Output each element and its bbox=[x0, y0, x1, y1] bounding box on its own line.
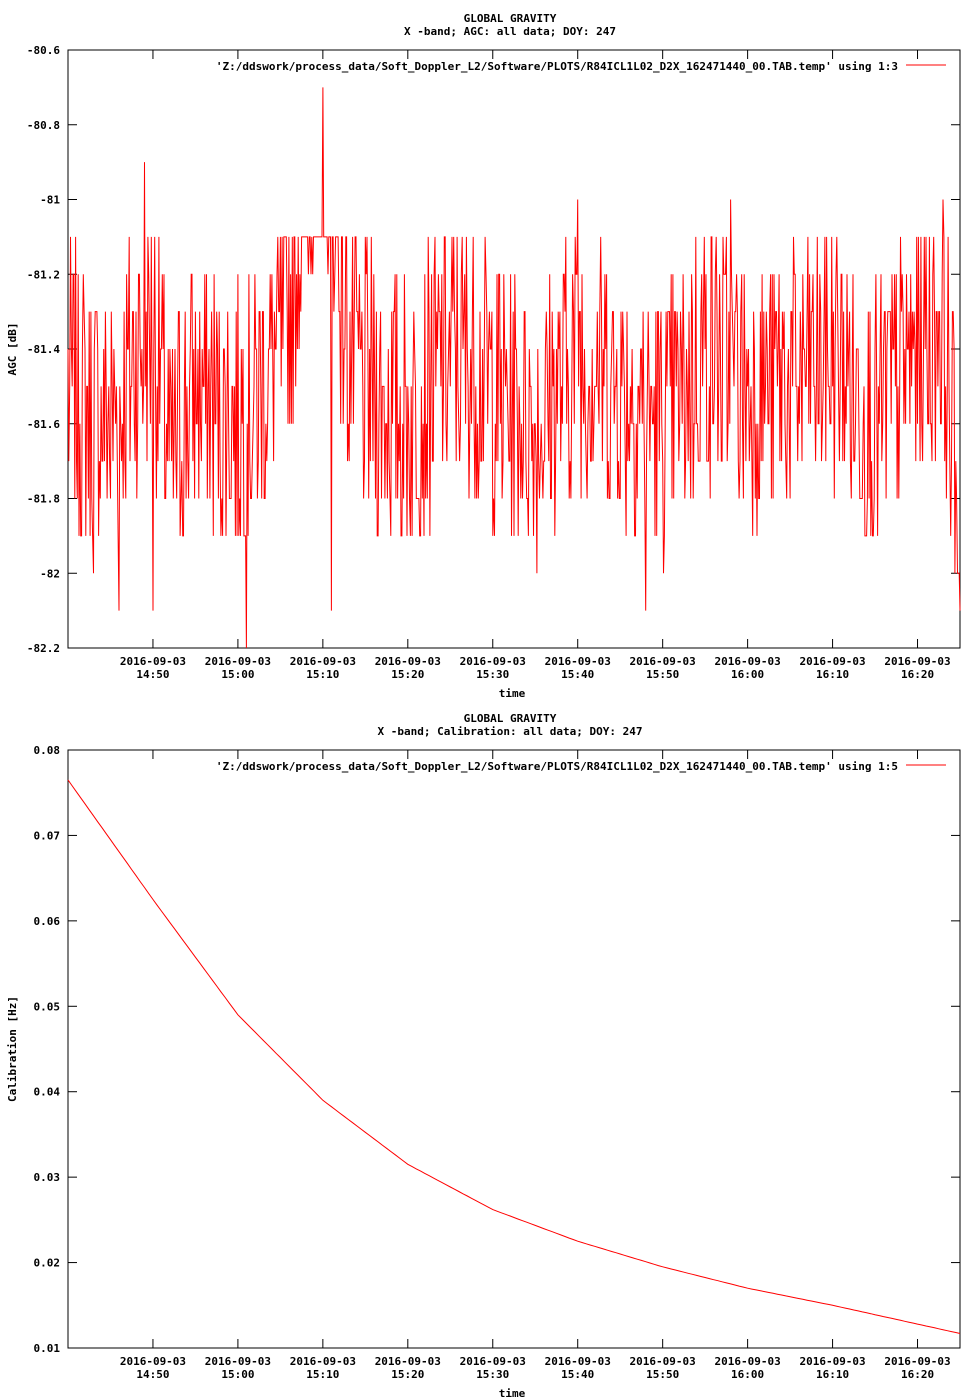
x-tick-time-label: 16:00 bbox=[731, 668, 764, 681]
x-tick-time-label: 14:50 bbox=[136, 1368, 169, 1381]
x-tick-date-label: 2016-09-03 bbox=[120, 1355, 186, 1368]
y-tick-label: 0.06 bbox=[34, 915, 61, 928]
calibration-x-axis-label: time bbox=[499, 1387, 526, 1400]
x-tick-date-label: 2016-09-03 bbox=[205, 1355, 271, 1368]
y-tick-label: -82.2 bbox=[27, 642, 60, 655]
y-tick-label: 0.07 bbox=[34, 829, 61, 842]
x-tick-date-label: 2016-09-03 bbox=[460, 1355, 526, 1368]
y-tick-label: -80.8 bbox=[27, 119, 60, 132]
agc-legend-label: 'Z:/ddswork/process_data/Soft_Doppler_L2… bbox=[216, 60, 898, 73]
x-tick-date-label: 2016-09-03 bbox=[375, 1355, 441, 1368]
agc-legend: 'Z:/ddswork/process_data/Soft_Doppler_L2… bbox=[216, 60, 946, 73]
x-tick-time-label: 16:10 bbox=[816, 668, 849, 681]
x-tick-time-label: 15:30 bbox=[476, 668, 509, 681]
y-tick-label: 0.01 bbox=[34, 1342, 61, 1355]
x-tick-date-label: 2016-09-03 bbox=[715, 1355, 781, 1368]
x-tick-date-label: 2016-09-03 bbox=[290, 1355, 356, 1368]
x-tick-time-label: 14:50 bbox=[136, 668, 169, 681]
agc-x-axis-label: time bbox=[499, 687, 526, 700]
agc-x-axis: 2016-09-0314:502016-09-0315:002016-09-03… bbox=[120, 50, 951, 681]
agc-y-axis: -80.6 -80.8 -81 -81.2 -81.4 -81.6 -81.8 -82 -82.… bbox=[27, 44, 960, 655]
x-tick-time-label: 15:20 bbox=[391, 1368, 424, 1381]
calibration-plot-title: GLOBAL GRAVITY bbox=[464, 712, 557, 725]
x-tick-date-label: 2016-09-03 bbox=[799, 1355, 865, 1368]
y-tick-label: 0.03 bbox=[34, 1171, 61, 1184]
x-tick-date-label: 2016-09-03 bbox=[630, 1355, 696, 1368]
x-tick-time-label: 15:40 bbox=[561, 1368, 594, 1381]
y-tick-label: -82 bbox=[40, 567, 60, 580]
x-tick-time-label: 15:50 bbox=[646, 668, 679, 681]
calibration-y-axis-label: Calibration [Hz] bbox=[6, 996, 19, 1102]
x-tick-date-label: 2016-09-03 bbox=[884, 1355, 950, 1368]
x-tick-time-label: 15:20 bbox=[391, 668, 424, 681]
agc-plot-subtitle: X -band; AGC: all data; DOY: 247 bbox=[404, 25, 616, 38]
calibration-legend: 'Z:/ddswork/process_data/Soft_Doppler_L2… bbox=[216, 760, 946, 773]
x-tick-date-label: 2016-09-03 bbox=[884, 655, 950, 668]
x-tick-time-label: 16:20 bbox=[901, 1368, 934, 1381]
y-tick-label: -80.6 bbox=[27, 44, 60, 57]
x-tick-date-label: 2016-09-03 bbox=[545, 1355, 611, 1368]
x-tick-time-label: 15:40 bbox=[561, 668, 594, 681]
agc-y-axis-label: AGC [dB] bbox=[6, 323, 19, 376]
y-tick-label: 0.04 bbox=[34, 1086, 61, 1099]
calibration-plot: GLOBAL GRAVITY X -band; Calibration: all… bbox=[6, 712, 961, 1400]
calibration-legend-label: 'Z:/ddswork/process_data/Soft_Doppler_L2… bbox=[216, 760, 898, 773]
x-tick-date-label: 2016-09-03 bbox=[120, 655, 186, 668]
x-tick-time-label: 15:10 bbox=[306, 668, 339, 681]
x-tick-date-label: 2016-09-03 bbox=[290, 655, 356, 668]
y-tick-label: -81.4 bbox=[27, 343, 60, 356]
x-tick-date-label: 2016-09-03 bbox=[715, 655, 781, 668]
x-tick-time-label: 16:00 bbox=[731, 1368, 764, 1381]
agc-plot-title: GLOBAL GRAVITY bbox=[464, 12, 557, 25]
x-tick-time-label: 16:20 bbox=[901, 668, 934, 681]
calibration-x-axis: 2016-09-0314:502016-09-0315:002016-09-03… bbox=[120, 750, 951, 1381]
calibration-series-line bbox=[67, 779, 961, 1334]
agc-series-line bbox=[67, 87, 961, 649]
x-tick-time-label: 15:00 bbox=[221, 1368, 254, 1381]
calibration-y-axis: 0.08 0.07 0.06 0.05 0.04 0.03 0.02 0.01 bbox=[34, 744, 960, 1355]
x-tick-date-label: 2016-09-03 bbox=[545, 655, 611, 668]
x-tick-time-label: 15:30 bbox=[476, 1368, 509, 1381]
y-tick-label: -81.8 bbox=[27, 493, 60, 506]
agc-plot: GLOBAL GRAVITY X -band; AGC: all data; D… bbox=[6, 12, 961, 700]
y-tick-label: -81.2 bbox=[27, 268, 60, 281]
x-tick-time-label: 15:10 bbox=[306, 1368, 339, 1381]
x-tick-date-label: 2016-09-03 bbox=[205, 655, 271, 668]
y-tick-label: -81 bbox=[40, 194, 60, 207]
calibration-plot-subtitle: X -band; Calibration: all data; DOY: 247 bbox=[378, 725, 643, 738]
x-tick-time-label: 16:10 bbox=[816, 1368, 849, 1381]
x-tick-date-label: 2016-09-03 bbox=[630, 655, 696, 668]
y-tick-label: -81.6 bbox=[27, 418, 60, 431]
x-tick-date-label: 2016-09-03 bbox=[460, 655, 526, 668]
x-tick-date-label: 2016-09-03 bbox=[799, 655, 865, 668]
x-tick-time-label: 15:50 bbox=[646, 1368, 679, 1381]
y-tick-label: 0.02 bbox=[34, 1257, 61, 1270]
x-tick-date-label: 2016-09-03 bbox=[375, 655, 441, 668]
y-tick-label: 0.05 bbox=[34, 1000, 61, 1013]
calibration-plot-frame bbox=[67, 749, 961, 1349]
y-tick-label: 0.08 bbox=[34, 744, 61, 757]
x-tick-time-label: 15:00 bbox=[221, 668, 254, 681]
